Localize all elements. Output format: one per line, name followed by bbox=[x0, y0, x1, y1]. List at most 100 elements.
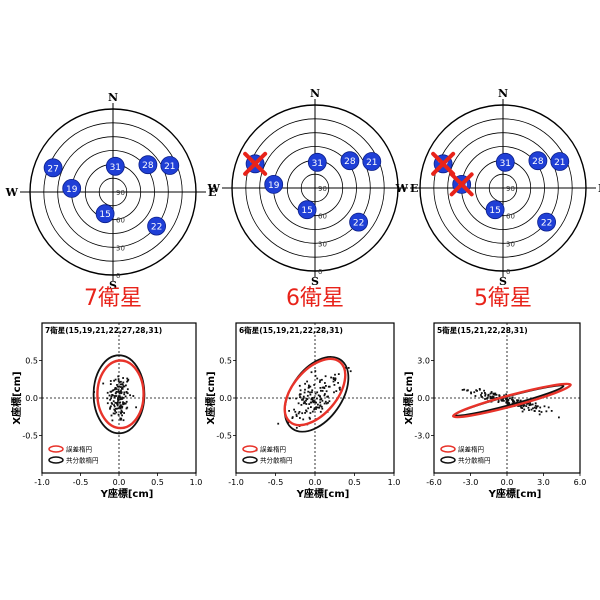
scatter-point bbox=[121, 405, 124, 408]
direction-w: W bbox=[207, 182, 221, 195]
scatter-point bbox=[114, 392, 117, 395]
elevation-tick: 30 bbox=[506, 240, 515, 248]
legend-swatch bbox=[48, 445, 64, 453]
scatter-point bbox=[489, 392, 492, 395]
scatter-point bbox=[299, 389, 302, 392]
legend-label: 誤差楕円 bbox=[66, 445, 92, 454]
scatter-point bbox=[520, 404, 523, 407]
elevation-tick: 0 bbox=[116, 272, 120, 280]
scatter-point bbox=[321, 407, 324, 410]
x-tick-label: 0.0 bbox=[113, 478, 126, 487]
scatter-point bbox=[483, 389, 485, 392]
satellite-label: 15 bbox=[301, 206, 312, 216]
satellite-label: 22 bbox=[353, 219, 364, 229]
scatter-point bbox=[110, 414, 113, 417]
scatter-point bbox=[311, 391, 313, 394]
x-tick-label: -3.0 bbox=[463, 478, 479, 487]
scatter-point bbox=[120, 404, 122, 407]
direction-s: S bbox=[109, 279, 117, 292]
legend-swatch bbox=[242, 445, 258, 453]
scatter-point bbox=[473, 391, 476, 394]
scatter-point bbox=[332, 380, 335, 383]
y-tick-label: -3.0 bbox=[414, 432, 430, 441]
scatter-point bbox=[311, 389, 314, 392]
satellite-marker bbox=[340, 151, 360, 171]
scatter-point bbox=[325, 402, 328, 405]
scatter-point bbox=[490, 391, 493, 393]
plot-title: 7衛星(15,19,21,22,27,28,31) bbox=[45, 325, 162, 335]
satellite-marker bbox=[147, 216, 167, 236]
scatter-point bbox=[118, 385, 120, 388]
scatter-point bbox=[506, 398, 509, 401]
scatter-point bbox=[321, 390, 324, 392]
scatter-point bbox=[291, 416, 294, 418]
scatter-point bbox=[302, 418, 305, 421]
scatter-point bbox=[297, 402, 300, 405]
scatter-point bbox=[470, 391, 472, 394]
scatter-point bbox=[521, 407, 524, 409]
scatter-point bbox=[118, 392, 121, 395]
scatter-point bbox=[117, 399, 119, 401]
y-axis-label: X座標[cm] bbox=[10, 371, 23, 424]
scatter-point bbox=[335, 390, 338, 392]
scatter-point bbox=[299, 417, 301, 419]
scatter-point bbox=[320, 405, 323, 408]
scatter-point bbox=[532, 407, 534, 410]
y-tick-label: 3.0 bbox=[417, 357, 430, 366]
satellite-label: 15 bbox=[99, 210, 110, 220]
y-tick-label: 0.0 bbox=[25, 394, 38, 403]
scatter-point bbox=[291, 417, 294, 419]
scatter-point bbox=[299, 396, 302, 399]
scatter-point bbox=[490, 397, 493, 399]
scatter-point bbox=[113, 404, 115, 406]
scatter-point bbox=[333, 384, 336, 386]
scatter-point bbox=[118, 381, 121, 384]
scatter-point bbox=[120, 389, 122, 392]
scatter-point bbox=[117, 401, 119, 403]
satellite-marker bbox=[349, 212, 369, 232]
x-tick-label: 6.0 bbox=[574, 478, 587, 487]
scatter-point bbox=[505, 400, 508, 403]
scatter-point bbox=[125, 384, 127, 387]
scatter-point bbox=[113, 396, 116, 399]
scatter-point bbox=[334, 377, 337, 380]
satellite-label: 19 bbox=[66, 185, 78, 195]
satellite-marker bbox=[485, 200, 505, 220]
satellite-label: 21 bbox=[366, 158, 377, 168]
scatter-point bbox=[319, 395, 321, 398]
x-tick-label: -1.0 bbox=[228, 478, 244, 487]
scatter-point bbox=[307, 390, 310, 393]
satellite-label: 19 bbox=[268, 181, 280, 191]
scatter-point bbox=[302, 395, 305, 398]
scatter-point bbox=[522, 405, 525, 408]
scatter-point bbox=[120, 411, 122, 414]
direction-w: W bbox=[5, 186, 19, 199]
direction-n: N bbox=[108, 91, 118, 104]
scatter-point bbox=[523, 408, 526, 411]
scatter-point bbox=[119, 418, 122, 421]
scatter-point bbox=[315, 406, 318, 409]
scatter-point bbox=[320, 389, 322, 392]
scatter-point bbox=[304, 412, 306, 414]
scatter-point bbox=[507, 401, 509, 404]
satellite-marker bbox=[95, 204, 115, 224]
scatter-point bbox=[339, 388, 341, 391]
satellite-label: 22 bbox=[151, 223, 162, 233]
x-tick-label: 1.0 bbox=[190, 478, 203, 487]
scatter-point bbox=[126, 377, 129, 380]
satellite-label: 15 bbox=[489, 206, 500, 216]
scatter-point bbox=[319, 387, 322, 389]
scatter-point bbox=[122, 377, 124, 379]
scatter-point bbox=[502, 398, 504, 400]
scatter-point bbox=[117, 380, 120, 382]
scatter-point bbox=[109, 383, 112, 385]
scatter-point bbox=[505, 393, 508, 396]
scatter-point bbox=[306, 398, 309, 401]
scatter-point bbox=[121, 388, 124, 390]
scatter-point bbox=[120, 409, 123, 412]
scatter-point bbox=[310, 371, 313, 374]
scatter-point bbox=[122, 419, 125, 422]
scatter-point bbox=[119, 417, 122, 420]
scatter-point bbox=[321, 399, 324, 402]
